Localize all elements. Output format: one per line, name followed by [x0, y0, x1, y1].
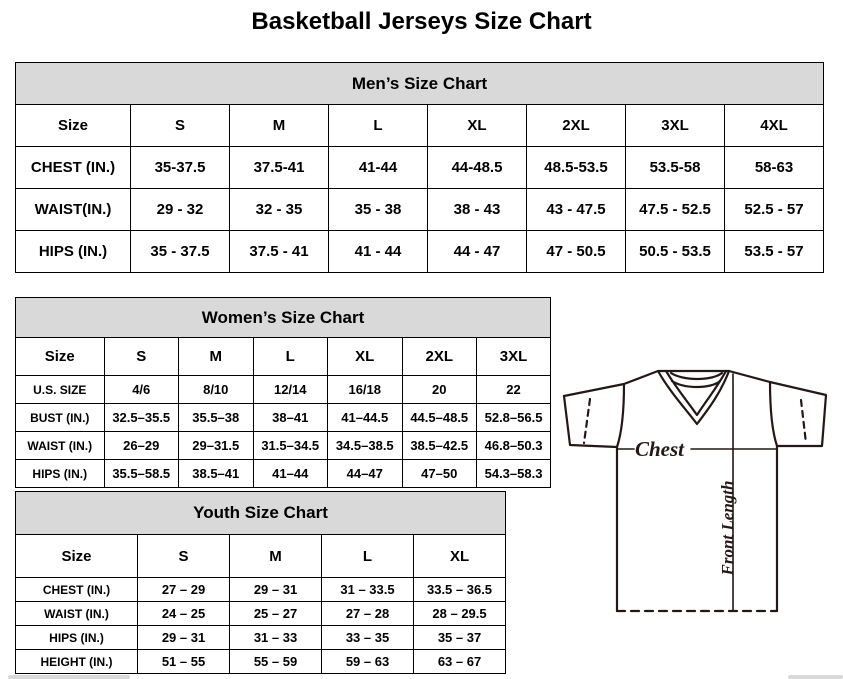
- svg-text:Chest: Chest: [635, 437, 685, 461]
- svg-text:Front Length: Front Length: [718, 481, 737, 577]
